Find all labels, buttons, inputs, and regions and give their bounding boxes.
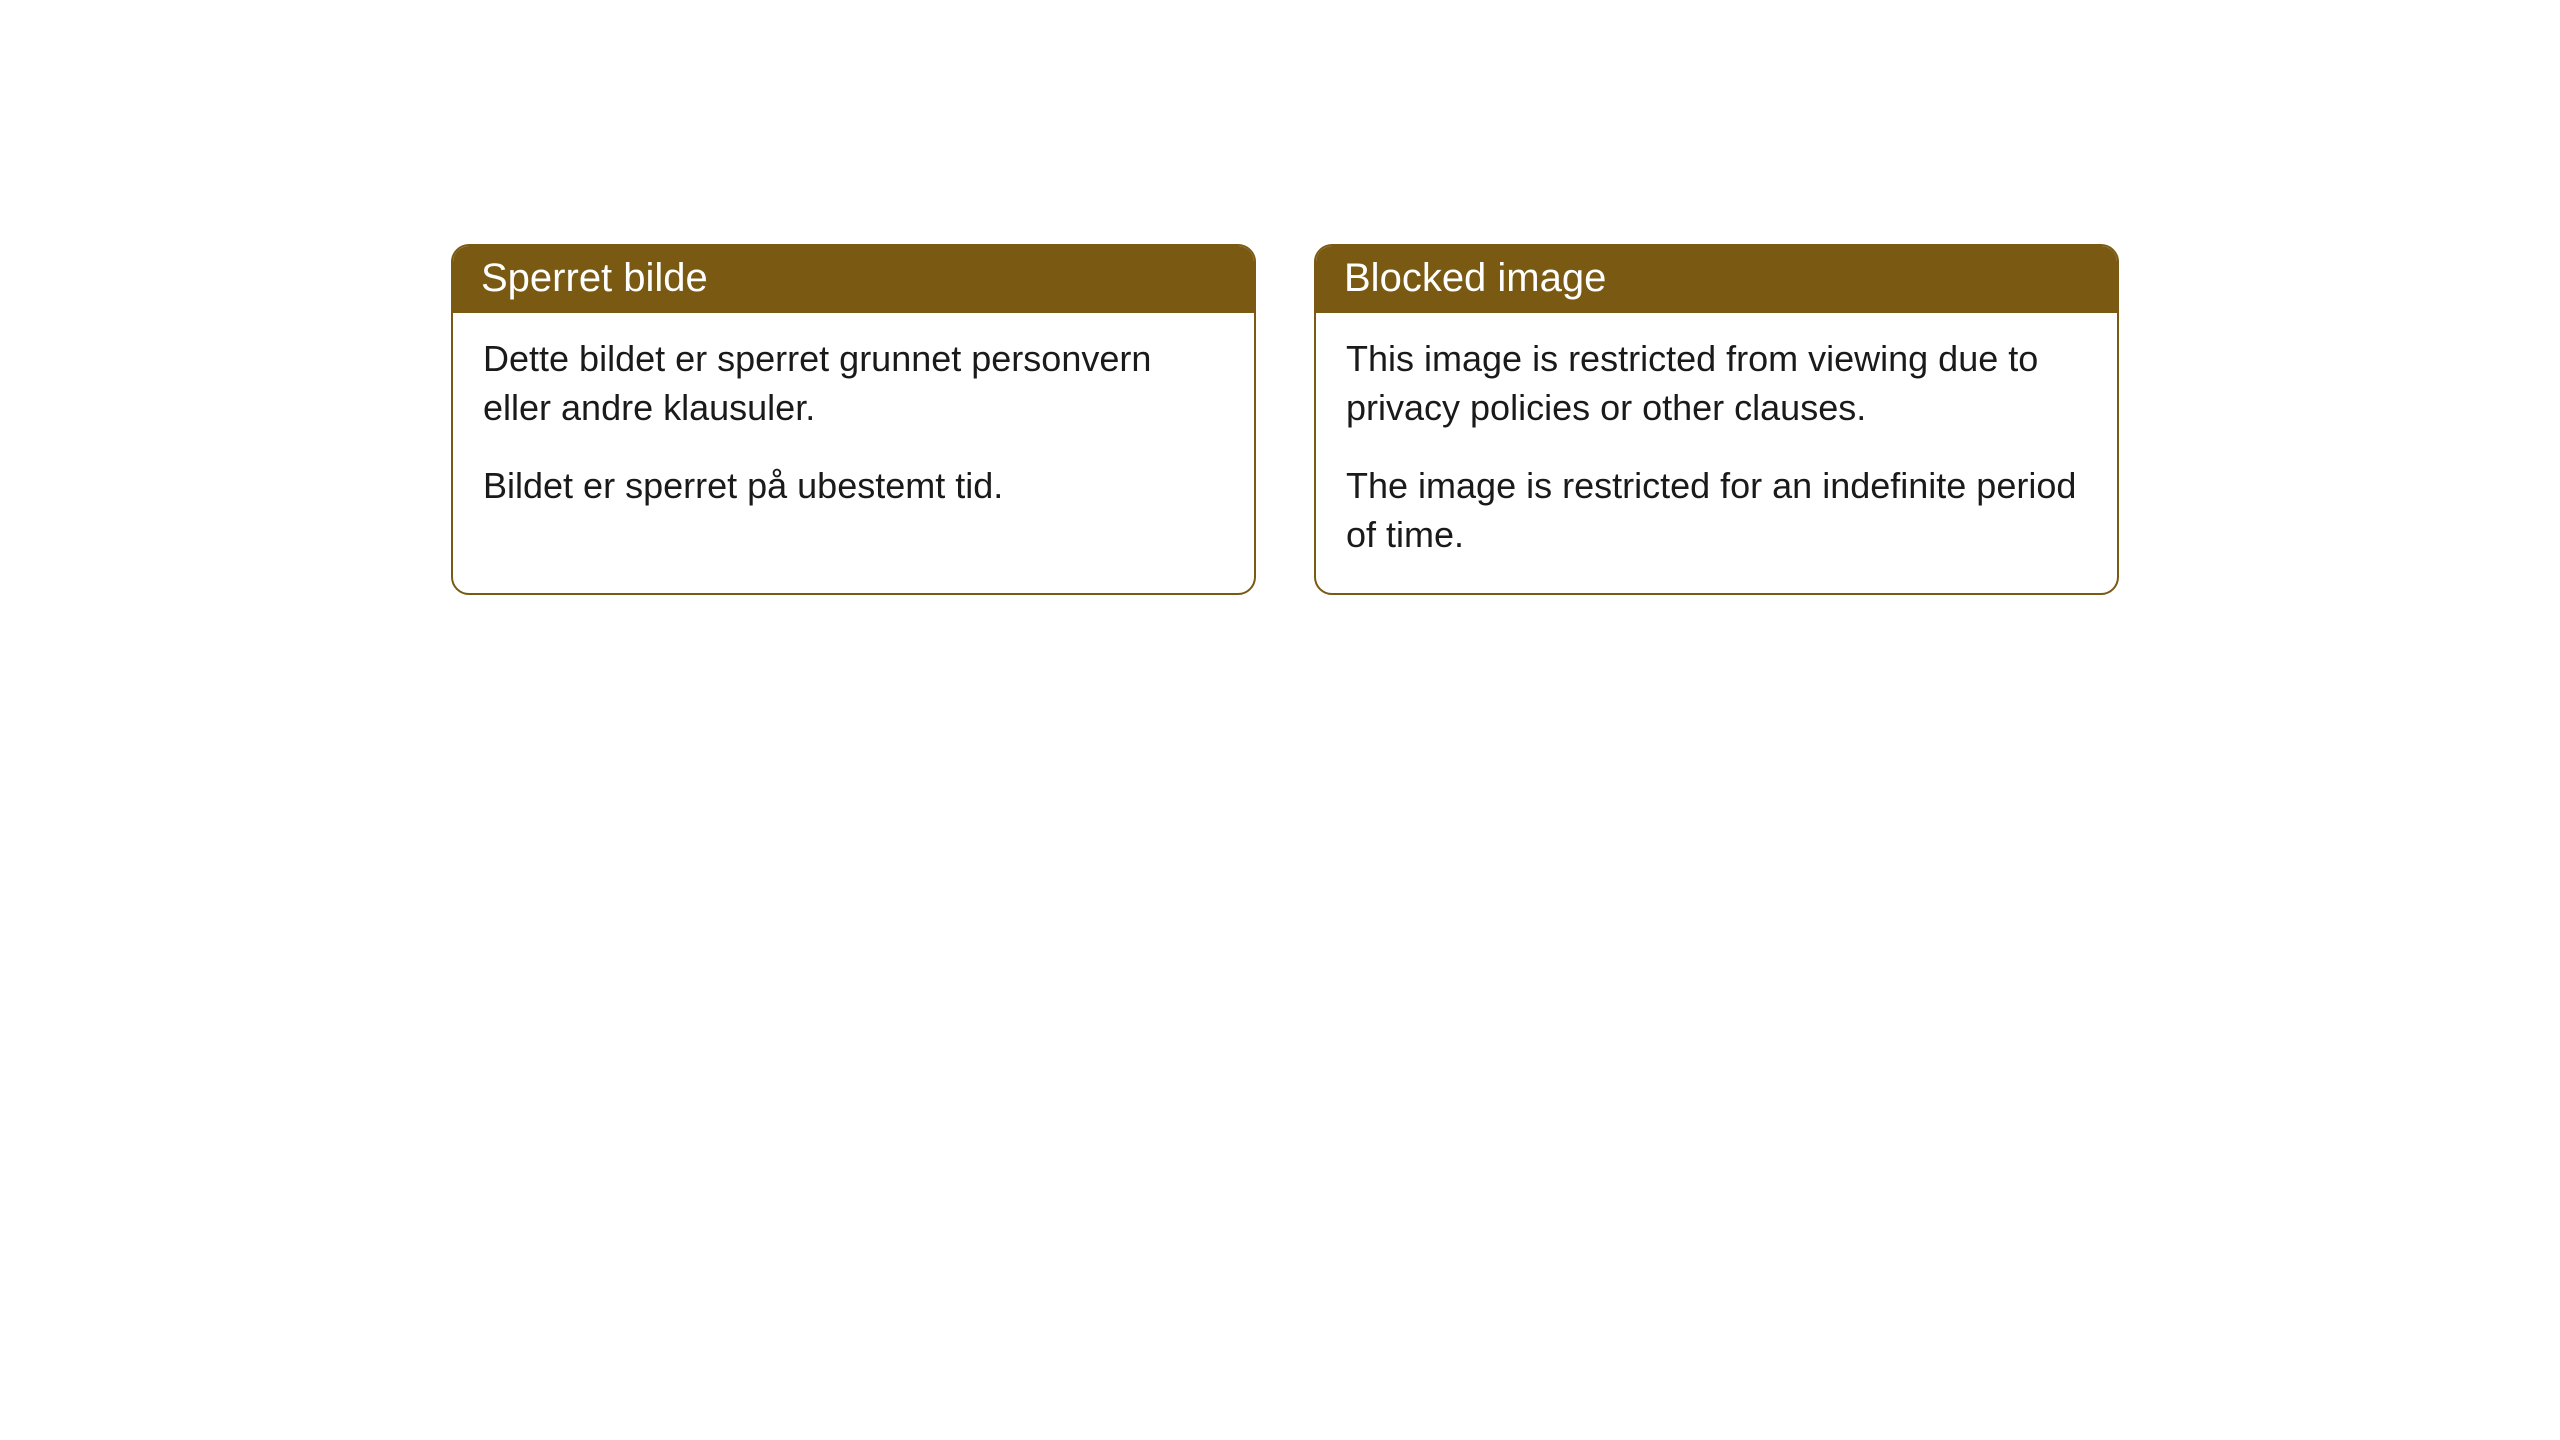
- notice-body-english: This image is restricted from viewing du…: [1316, 313, 2117, 593]
- notice-text-line: This image is restricted from viewing du…: [1346, 335, 2087, 432]
- notice-header-english: Blocked image: [1316, 246, 2117, 313]
- notice-header-norwegian: Sperret bilde: [453, 246, 1254, 313]
- notice-container: Sperret bilde Dette bildet er sperret gr…: [451, 244, 2119, 595]
- notice-box-english: Blocked image This image is restricted f…: [1314, 244, 2119, 595]
- notice-body-norwegian: Dette bildet er sperret grunnet personve…: [453, 313, 1254, 545]
- notice-text-line: The image is restricted for an indefinit…: [1346, 462, 2087, 559]
- notice-box-norwegian: Sperret bilde Dette bildet er sperret gr…: [451, 244, 1256, 595]
- notice-text-line: Dette bildet er sperret grunnet personve…: [483, 335, 1224, 432]
- notice-text-line: Bildet er sperret på ubestemt tid.: [483, 462, 1224, 511]
